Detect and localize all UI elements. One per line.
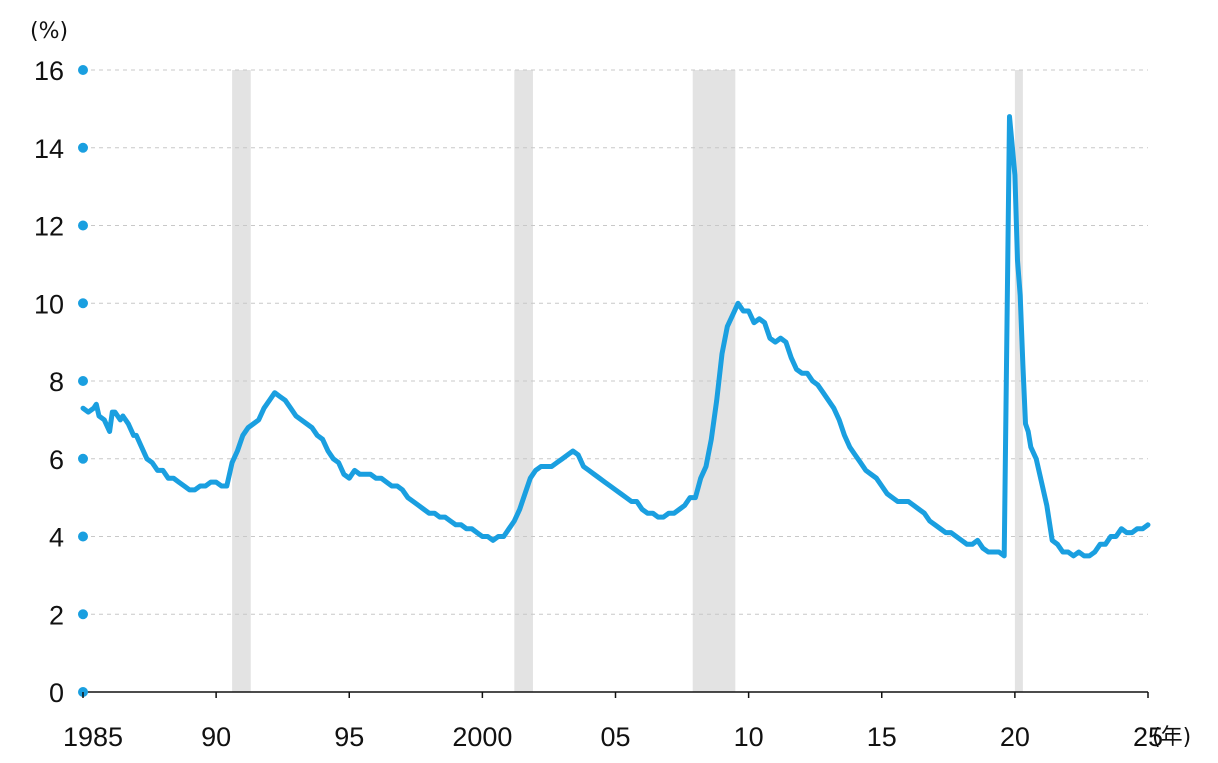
y-tick-dot-14 bbox=[78, 142, 88, 153]
y-tick-label: 10 bbox=[34, 289, 64, 319]
y-tick-label: 12 bbox=[34, 212, 64, 242]
y-axis-ticks: 0 2 4 6 8 10 12 14 16 bbox=[34, 56, 88, 708]
y-tick-dot-10 bbox=[78, 298, 88, 309]
y-tick-label: 0 bbox=[49, 678, 64, 708]
series-group bbox=[80, 114, 1151, 559]
y-tick-label: 8 bbox=[49, 367, 64, 397]
y-tick-label: 16 bbox=[34, 56, 64, 86]
x-unit-label: (年) bbox=[1152, 725, 1191, 750]
x-tick-label: 20 bbox=[1000, 722, 1030, 752]
x-tick-label: 1985 bbox=[63, 722, 123, 752]
y-tick-dot-4 bbox=[78, 531, 88, 542]
recession-shade-1 bbox=[232, 70, 251, 692]
y-tick-dot-16 bbox=[78, 65, 88, 75]
gridlines bbox=[83, 69, 1148, 615]
x-axis-ticks: 1985 90 95 2000 05 10 15 20 25 bbox=[63, 692, 1163, 752]
x-tick-label: 10 bbox=[734, 722, 764, 752]
x-tick-label: 90 bbox=[201, 722, 231, 752]
y-tick-label: 6 bbox=[49, 445, 64, 475]
y-tick-dot-6 bbox=[78, 453, 88, 464]
y-unit-label: (%) bbox=[30, 19, 68, 44]
recession-shade-4 bbox=[1014, 70, 1023, 692]
series-line-1 bbox=[80, 114, 1151, 559]
y-tick-label: 4 bbox=[49, 523, 64, 553]
y-tick-label: 2 bbox=[49, 600, 64, 630]
y-tick-label: 14 bbox=[34, 134, 64, 164]
y-tick-dot-2 bbox=[78, 609, 88, 620]
x-tick-label: 25 bbox=[1133, 722, 1163, 752]
x-tick-label: 05 bbox=[600, 722, 630, 752]
x-tick-label: 15 bbox=[867, 722, 897, 752]
x-tick-label: 2000 bbox=[452, 722, 512, 752]
y-tick-dot-12 bbox=[78, 220, 88, 231]
x-tick-label: 95 bbox=[334, 722, 364, 752]
y-tick-dot-8 bbox=[78, 376, 88, 386]
